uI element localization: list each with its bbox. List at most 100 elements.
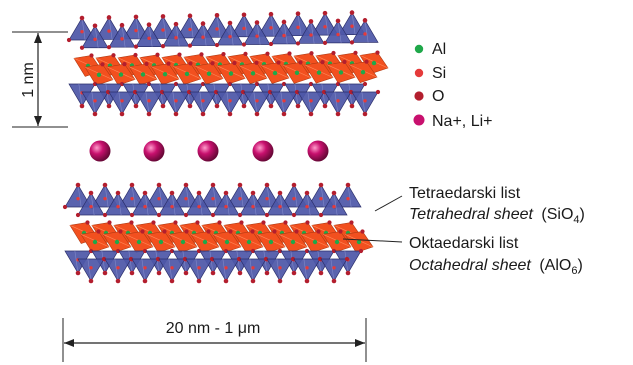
o-atom xyxy=(115,278,121,284)
tetrahedron-edge xyxy=(267,83,272,107)
tetrahedron xyxy=(162,23,190,47)
octa-hr-label: Oktaedarski list xyxy=(409,235,519,252)
tetrahedron xyxy=(351,91,379,115)
o-atom xyxy=(210,212,216,218)
o-atom xyxy=(268,103,274,109)
tetrahedron xyxy=(243,21,271,45)
o-atom xyxy=(268,41,274,47)
tetrahedron-edge xyxy=(252,192,257,216)
tetrahedron-edge xyxy=(348,83,353,107)
si-atom xyxy=(197,266,201,270)
si-atom xyxy=(147,99,151,103)
al-atom xyxy=(356,239,362,245)
si-atom xyxy=(255,99,259,103)
o-atom xyxy=(322,40,328,45)
si-atom xyxy=(215,27,219,31)
tetrahedron-edge xyxy=(270,14,275,37)
tetrahedron xyxy=(293,258,321,282)
tetrahedron xyxy=(293,192,321,216)
tetrahedron-edge xyxy=(236,250,241,274)
o-atom xyxy=(155,52,160,57)
o-atom xyxy=(173,81,179,87)
si-atom xyxy=(201,99,205,103)
o-atom xyxy=(200,81,206,87)
al-atom xyxy=(250,71,256,76)
tetrahedron xyxy=(91,184,119,208)
o-atom xyxy=(196,278,202,284)
si-atom xyxy=(238,196,242,201)
legend-cation-label: Na+, Li+ xyxy=(432,113,492,130)
o-atom xyxy=(200,21,206,26)
o-atom xyxy=(304,278,310,284)
interlayer-cations xyxy=(89,140,329,162)
o-atom xyxy=(295,103,301,109)
thickness-dimension: 1 nm xyxy=(12,31,68,128)
o-atom xyxy=(227,81,233,87)
tetrahedron-edge xyxy=(171,192,176,216)
si-atom xyxy=(157,196,161,201)
tetrahedron xyxy=(266,258,294,282)
tetrahedron-edge xyxy=(78,83,83,107)
tetrahedron-edge xyxy=(131,184,136,208)
si-atom xyxy=(116,266,120,270)
tetrahedron xyxy=(307,184,335,208)
o-atom xyxy=(214,42,220,48)
o-atom xyxy=(187,43,193,48)
o-atom xyxy=(119,22,125,28)
al-legend-dot xyxy=(414,44,424,54)
o-atom xyxy=(305,220,310,225)
o-atom xyxy=(155,256,161,262)
o-atom xyxy=(142,248,148,254)
si-atom xyxy=(120,37,124,41)
tetrahedron xyxy=(324,91,352,115)
tetrahedron xyxy=(131,192,159,216)
o-atom xyxy=(214,13,220,18)
al-atom xyxy=(202,239,208,245)
o-atom xyxy=(345,182,351,188)
si-atom xyxy=(170,204,174,209)
o-atom xyxy=(349,10,355,15)
o-atom xyxy=(160,44,166,49)
tetrahedron-edge xyxy=(229,22,234,46)
tetrahedron-edge xyxy=(344,250,349,274)
si-atom xyxy=(332,266,336,270)
tetrahedron xyxy=(122,16,150,40)
tetrahedron-edge xyxy=(213,83,218,107)
si-atom xyxy=(143,204,147,209)
tetrahedron-edge xyxy=(104,184,109,208)
tetrahedron-edge xyxy=(172,91,177,115)
tetrahedron xyxy=(104,192,132,216)
tetrahedron xyxy=(324,20,352,44)
o-atom xyxy=(223,190,229,196)
o-atom xyxy=(62,204,68,210)
si-atom xyxy=(251,266,255,270)
tetrahedron xyxy=(77,192,105,216)
al-atom xyxy=(162,71,168,77)
o-atom xyxy=(277,248,283,254)
si-atom xyxy=(107,29,111,33)
tetrahedron xyxy=(334,184,362,208)
al-atom xyxy=(294,70,300,76)
o-atom xyxy=(308,19,314,24)
tetrahedron xyxy=(135,23,163,48)
o-atom xyxy=(88,190,94,196)
al-atom xyxy=(312,239,318,245)
tetrahedron xyxy=(108,91,136,115)
o-atom xyxy=(213,89,219,95)
tetrahedron-edge xyxy=(239,184,244,208)
tetrahedron-edge xyxy=(101,250,106,274)
o-atom xyxy=(360,229,365,234)
si-atom xyxy=(174,36,178,40)
tetrahedron-edge xyxy=(279,192,284,216)
tetrahedron-edge xyxy=(324,13,329,36)
o-atom xyxy=(221,52,226,57)
tetra-en-label: Tetrahedral sheet (SiO4) xyxy=(409,206,585,226)
o-atom xyxy=(140,229,145,234)
tetrahedron-edge xyxy=(132,83,137,107)
si-atom xyxy=(116,204,120,209)
tetra-leader-line xyxy=(374,195,403,212)
tetrahedron-edge xyxy=(337,20,342,43)
o-atom xyxy=(254,81,260,87)
o-atom xyxy=(263,256,269,262)
width-dimension: 20 nm - 1 μm xyxy=(62,318,367,362)
